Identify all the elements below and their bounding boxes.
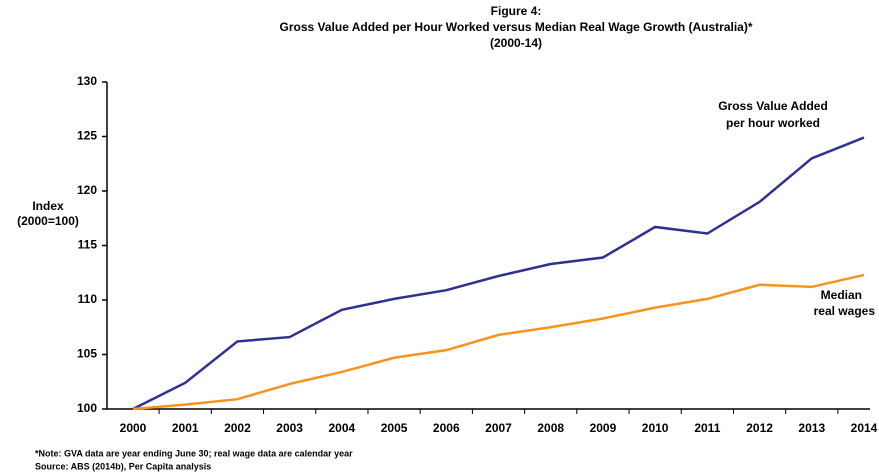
annotation: per hour worked	[726, 116, 820, 130]
y-tick-label: 100	[77, 401, 97, 415]
y-tick-label: 115	[78, 238, 98, 252]
x-tick-label: 2002	[224, 421, 251, 435]
x-tick-label: 2011	[694, 421, 720, 435]
chart-title: Figure 4:	[491, 4, 542, 18]
y-axis-label: (2000=100)	[17, 214, 79, 228]
x-tick-label: 2003	[276, 421, 303, 435]
chart-title: Gross Value Added per Hour Worked versus…	[280, 20, 753, 34]
annotation: Median	[821, 288, 862, 302]
annotation: Gross Value Added	[718, 99, 828, 113]
x-tick-label: 2009	[590, 421, 617, 435]
note: Source: ABS (2014b), Per Capita analysis	[35, 461, 211, 471]
chart-title: (2000-14)	[490, 36, 542, 50]
series-line	[132, 273, 865, 411]
x-tick-label: 2006	[433, 421, 460, 435]
x-tick-label: 2004	[329, 421, 356, 435]
x-tick-label: 2012	[746, 421, 773, 435]
y-tick-label: 130	[77, 74, 97, 88]
x-tick-label: 2005	[381, 421, 408, 435]
x-tick-label: 2013	[798, 421, 825, 435]
y-tick-label: 110	[78, 292, 98, 306]
y-axis-label: Index	[32, 199, 64, 213]
x-tick-label: 2000	[120, 421, 147, 435]
x-tick-label: 2008	[537, 421, 564, 435]
note: *Note: GVA data are year ending June 30;…	[35, 448, 353, 458]
series-line	[132, 136, 865, 411]
y-tick-label: 105	[77, 347, 97, 361]
x-tick-label: 2007	[485, 421, 512, 435]
x-tick-label: 2010	[642, 421, 669, 435]
y-tick-label: 120	[77, 183, 97, 197]
annotation: real wages	[814, 304, 876, 318]
y-tick-label: 125	[77, 129, 97, 143]
x-tick-label: 2001	[172, 421, 199, 435]
x-tick-label: 2014	[851, 421, 878, 435]
